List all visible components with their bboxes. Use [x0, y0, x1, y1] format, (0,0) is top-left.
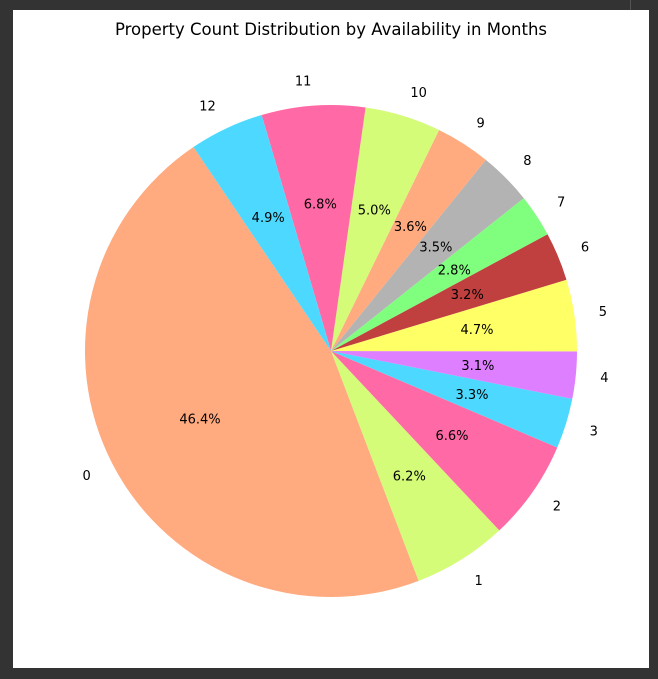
- category-label-6: 6: [581, 241, 589, 256]
- pie-slice-5: [331, 279, 578, 352]
- percent-label-4: 3.1%: [461, 359, 494, 374]
- pie-slice-11: [261, 104, 366, 351]
- pie-slice-7: [331, 198, 548, 351]
- pie-slices: [84, 104, 578, 598]
- category-label-2: 2: [553, 500, 561, 515]
- pie-slice-6: [331, 234, 567, 351]
- category-label-7: 7: [557, 196, 565, 211]
- category-label-3: 3: [590, 424, 598, 439]
- percent-label-1: 6.2%: [393, 470, 426, 485]
- window-edge-marker: [630, 0, 631, 10]
- percent-label-11: 6.8%: [304, 197, 337, 212]
- category-label-0: 0: [83, 469, 91, 484]
- percent-label-7: 2.8%: [438, 263, 471, 278]
- category-label-8: 8: [523, 154, 531, 169]
- pie-slice-2: [331, 351, 558, 531]
- category-label-5: 5: [599, 305, 607, 320]
- category-label-9: 9: [477, 116, 485, 131]
- category-label-1: 1: [475, 574, 483, 589]
- chart-canvas: Property Count Distribution by Availabil…: [13, 10, 649, 668]
- pie-slice-12: [193, 114, 331, 351]
- pie-slice-10: [331, 107, 440, 351]
- percent-label-0: 46.4%: [179, 413, 220, 428]
- percent-label-9: 3.6%: [394, 220, 427, 235]
- percent-label-6: 3.2%: [451, 288, 484, 303]
- chart-title: Property Count Distribution by Availabil…: [115, 20, 547, 39]
- percent-label-2: 6.6%: [435, 429, 468, 444]
- percent-label-3: 3.3%: [455, 388, 488, 403]
- percent-label-10: 5.0%: [358, 203, 391, 218]
- percent-label-5: 4.7%: [460, 323, 493, 338]
- pie-slice-3: [331, 351, 573, 448]
- pie-slice-9: [331, 130, 486, 351]
- category-label-4: 4: [600, 371, 608, 386]
- pie-chart: Property Count Distribution by Availabil…: [83, 20, 609, 598]
- pie-slice-4: [331, 351, 577, 399]
- category-label-10: 10: [410, 86, 427, 101]
- pie-percent-labels: 46.4% 6.2% 6.6% 3.3% 3.1% 4.7% 3.2% 2.8% 3.5% 3.6…: [179, 197, 494, 484]
- category-label-12: 12: [199, 100, 216, 115]
- category-label-11: 11: [295, 75, 312, 90]
- percent-label-12: 4.9%: [252, 211, 285, 226]
- pie-slice-0: [84, 147, 419, 598]
- pie-slice-8: [331, 159, 524, 351]
- pie-slice-1: [331, 351, 500, 581]
- percent-label-8: 3.5%: [419, 241, 452, 256]
